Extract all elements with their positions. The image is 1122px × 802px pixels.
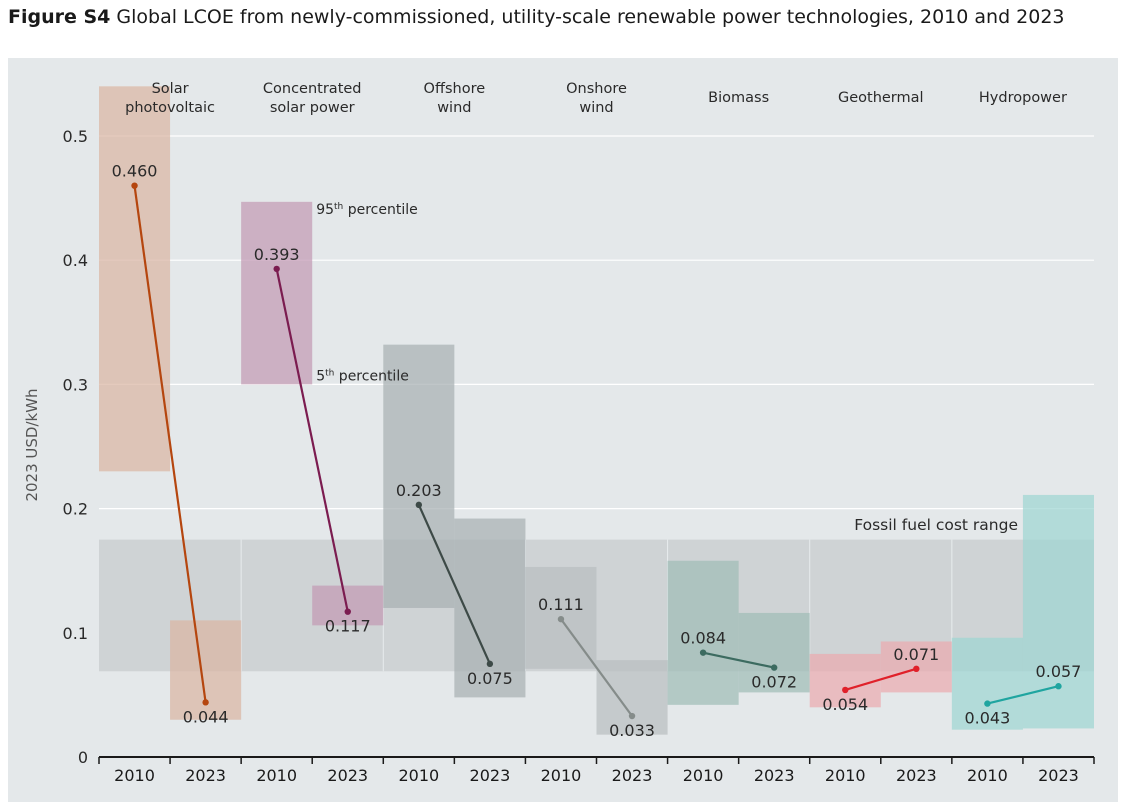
value-label: 0.033 xyxy=(609,721,655,740)
x-tick-label: 2010 xyxy=(398,766,439,785)
percentile-box xyxy=(383,344,455,608)
y-tick-label: 0 xyxy=(78,748,88,767)
technology-header: Biomass xyxy=(708,90,769,106)
technology-header: Hydropower xyxy=(979,90,1067,106)
value-label: 0.044 xyxy=(183,707,229,726)
y-tick-label: 0.5 xyxy=(63,127,88,146)
series-line xyxy=(417,504,491,665)
technology-header: Concentrated solar power xyxy=(263,81,362,116)
data-point xyxy=(557,615,565,623)
technology-headers: Solar photovoltaic Concentrated solar power… xyxy=(125,81,1067,116)
x-tick-label: 2010 xyxy=(683,766,724,785)
x-tick-label: 2023 xyxy=(754,766,795,785)
slope-lines xyxy=(131,182,1062,720)
technology-header: Geothermal xyxy=(838,90,924,106)
value-label: 0.057 xyxy=(1036,662,1082,681)
series-line xyxy=(560,618,633,717)
percentile-box xyxy=(99,86,171,472)
percentile-box xyxy=(1022,494,1094,729)
x-axis: 2010 2023 2010 2023 2010 2023 2010 2023 2010 2023… xyxy=(98,756,1095,785)
data-point xyxy=(984,700,991,707)
x-tick-label: 2023 xyxy=(327,766,368,785)
series-line xyxy=(133,185,207,703)
y-axis: 0 0.1 0.2 0.3 0.4 0.5 2023 USD/kWh xyxy=(23,127,88,767)
value-label: 0.071 xyxy=(893,645,939,664)
y-tick-label: 0.1 xyxy=(63,624,88,643)
data-point xyxy=(202,699,209,706)
percentile-box xyxy=(454,518,526,698)
value-label: 0.054 xyxy=(822,695,868,714)
data-point xyxy=(415,501,423,509)
figure-title-text: Global LCOE from newly-commissioned, uti… xyxy=(116,6,1065,28)
x-tick-label: 2010 xyxy=(256,766,297,785)
percentile-box xyxy=(809,653,881,708)
percentile-box xyxy=(312,585,384,626)
value-label: 0.203 xyxy=(396,481,442,500)
data-point xyxy=(131,182,138,189)
value-label: 0.111 xyxy=(538,595,584,614)
series-line xyxy=(987,685,1059,705)
data-point xyxy=(842,686,849,694)
figure-label: Figure S4 xyxy=(8,6,111,28)
value-label: 0.393 xyxy=(254,245,300,264)
data-point xyxy=(1055,683,1062,690)
p5-annotation: 5th percentile xyxy=(316,368,409,384)
value-label: 0.117 xyxy=(325,617,371,636)
x-tick-label: 2010 xyxy=(825,766,866,785)
value-label: 0.084 xyxy=(680,629,726,648)
data-point xyxy=(486,660,494,668)
value-label: 0.075 xyxy=(467,669,513,688)
data-point xyxy=(628,712,636,720)
data-point xyxy=(344,608,351,615)
y-axis-title: 2023 USD/kWh xyxy=(23,388,41,501)
series-line xyxy=(844,667,917,691)
data-point xyxy=(770,664,778,671)
percentile-box xyxy=(667,560,739,705)
value-label: 0.043 xyxy=(964,709,1010,728)
percentile-box xyxy=(596,660,668,735)
data-point xyxy=(699,649,707,656)
figure-title: Figure S4 Global LCOE from newly-commissi… xyxy=(8,6,1065,28)
x-tick-label: 2023 xyxy=(470,766,511,785)
x-tick-label: 2010 xyxy=(967,766,1008,785)
y-tick-label: 0.4 xyxy=(63,251,88,270)
x-tick-label: 2010 xyxy=(541,766,582,785)
p95-annotation: 95th percentile xyxy=(316,202,418,218)
value-labels: 0.460 0.044 0.393 0.117 0.203 0.075 0.111 0.033… xyxy=(112,162,1082,740)
technology-header: Solar photovoltaic xyxy=(125,81,215,116)
percentile-boxes xyxy=(99,86,1094,735)
technology-header: Onshore wind xyxy=(566,81,627,116)
y-tick-label: 0.2 xyxy=(63,500,88,519)
x-tick-label: 2023 xyxy=(896,766,937,785)
x-tick-label: 2023 xyxy=(612,766,653,785)
technology-header: Offshore wind xyxy=(424,81,486,116)
fossil-fuel-range-label: Fossil fuel cost range xyxy=(854,516,1018,534)
x-tick-label: 2023 xyxy=(185,766,226,785)
percentile-box xyxy=(738,612,810,693)
percentile-box xyxy=(951,637,1023,730)
percentile-box xyxy=(241,201,313,385)
data-point xyxy=(273,265,280,273)
y-tick-label: 0.3 xyxy=(63,375,88,394)
value-label: 0.460 xyxy=(112,162,158,181)
x-tick-label: 2010 xyxy=(114,766,155,785)
series-line xyxy=(702,651,775,669)
data-point xyxy=(913,665,920,673)
x-tick-label: 2023 xyxy=(1038,766,1079,785)
series-line xyxy=(275,268,349,612)
value-label: 0.072 xyxy=(751,673,797,692)
